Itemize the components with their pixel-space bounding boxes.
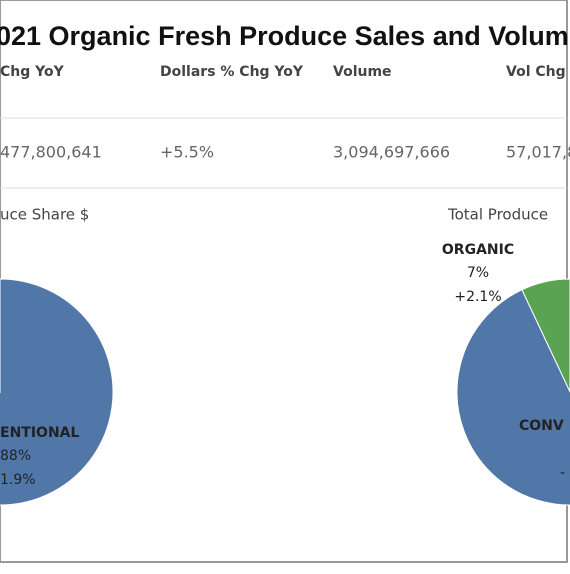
column-header: Vol Chg bbox=[506, 64, 566, 80]
column-header: Dollars % Chg YoY bbox=[160, 64, 304, 80]
pie-slice bbox=[456, 278, 570, 506]
slice-label: ORGANIC bbox=[442, 242, 514, 258]
slice-share: 7% bbox=[467, 265, 489, 281]
slice-label: CONV bbox=[519, 418, 564, 434]
slice-label: ENTIONAL bbox=[0, 425, 79, 441]
cell: 477,800,641 bbox=[0, 143, 102, 162]
slice-change: +2.1% bbox=[454, 289, 501, 305]
column-header: Chg YoY bbox=[0, 64, 65, 80]
cell: 3,094,697,666 bbox=[333, 143, 450, 162]
pie-slice bbox=[0, 278, 114, 506]
panel-title: uce Share $ bbox=[0, 206, 89, 224]
frame bbox=[0, 0, 568, 563]
slice-change: - bbox=[560, 465, 565, 481]
slice-change: 1.9% bbox=[0, 472, 36, 488]
title: 021 Organic Fresh Produce Sales and Volu… bbox=[0, 21, 569, 51]
cell: 57,017,8 bbox=[506, 143, 570, 162]
column-header: Volume bbox=[333, 64, 392, 80]
cell: +5.5% bbox=[160, 143, 214, 162]
panel-title: Total Produce bbox=[447, 206, 548, 224]
slice-share: 88% bbox=[0, 448, 31, 464]
